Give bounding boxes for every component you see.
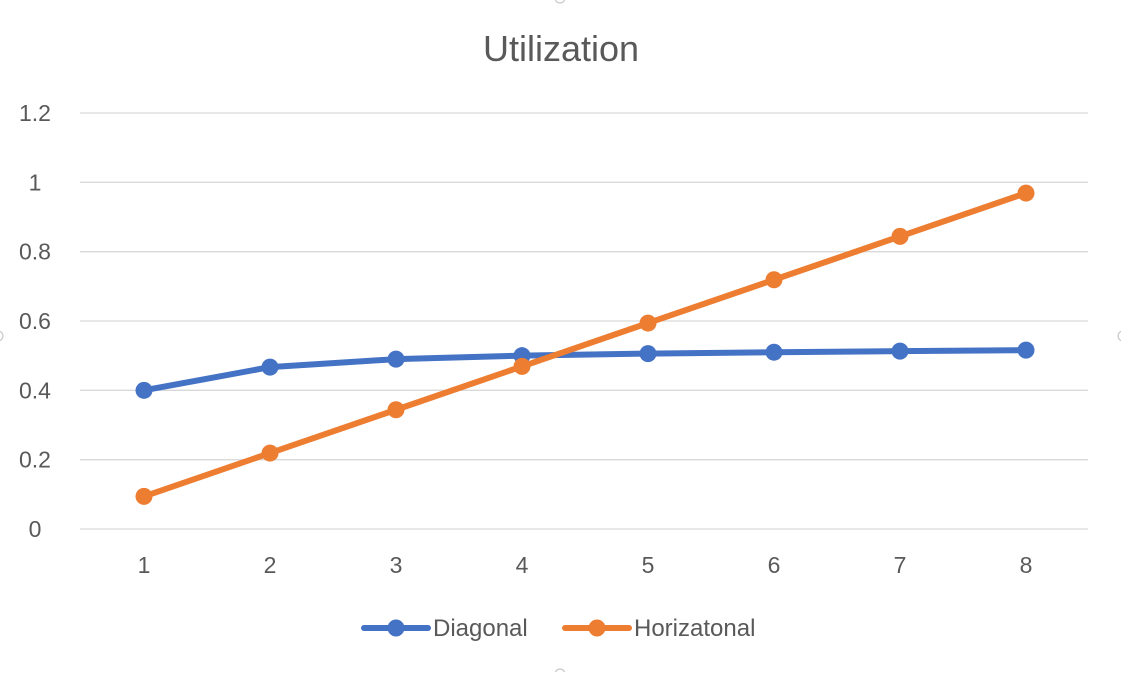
legend-swatch-marker (387, 619, 405, 637)
resize-handle-top[interactable] (554, 0, 566, 4)
y-tick-label: 0.6 (19, 308, 51, 334)
series-horizatonal (135, 184, 1035, 505)
data-point[interactable] (891, 227, 909, 245)
data-point[interactable] (765, 271, 783, 289)
data-point[interactable] (639, 314, 657, 332)
legend: Diagonal Horizatonal (361, 615, 755, 642)
data-point[interactable] (639, 345, 657, 363)
x-tick-label: 1 (138, 552, 151, 578)
series-diagonal (135, 341, 1035, 399)
legend-label: Horizatonal (634, 615, 755, 642)
legend-label: Diagonal (433, 615, 528, 642)
resize-handle-left[interactable] (0, 330, 4, 342)
x-tick-label: 8 (1020, 552, 1033, 578)
x-tick-label: 5 (642, 552, 655, 578)
y-tick-label: 0 (29, 516, 42, 542)
y-tick-label: 1.2 (19, 100, 51, 126)
data-point[interactable] (513, 357, 531, 375)
series-line[interactable] (141, 190, 1029, 500)
data-point[interactable] (1017, 341, 1035, 359)
data-point[interactable] (891, 342, 909, 360)
series-line[interactable] (141, 347, 1029, 394)
y-axis-ticks: 0 0.2 0.4 0.6 0.8 1 1.2 (19, 100, 51, 542)
legend-item-diagonal[interactable]: Diagonal (361, 615, 528, 642)
x-tick-label: 6 (768, 552, 781, 578)
x-tick-label: 7 (894, 552, 907, 578)
data-point[interactable] (135, 381, 153, 399)
x-tick-label: 2 (264, 552, 277, 578)
y-tick-label: 0.8 (19, 239, 51, 265)
data-point[interactable] (387, 401, 405, 419)
legend-item-horizatonal[interactable]: Horizatonal (562, 615, 755, 642)
legend-swatch-marker (588, 619, 606, 637)
data-point[interactable] (261, 444, 279, 462)
data-point[interactable] (1017, 184, 1035, 202)
chart-title: Utilization (483, 28, 639, 69)
x-tick-label: 4 (516, 552, 529, 578)
data-point[interactable] (261, 358, 279, 376)
y-tick-label: 0.4 (19, 377, 51, 403)
data-point[interactable] (387, 350, 405, 368)
y-tick-label: 0.2 (19, 447, 51, 473)
x-axis-ticks: 1 2 3 4 5 6 7 8 (138, 552, 1033, 578)
data-point[interactable] (135, 487, 153, 505)
resize-handle-right[interactable] (1117, 330, 1121, 342)
x-tick-label: 3 (390, 552, 403, 578)
series-lines (135, 184, 1035, 505)
data-point[interactable] (765, 343, 783, 361)
gridlines (80, 112, 1088, 530)
y-tick-label: 1 (29, 169, 42, 195)
